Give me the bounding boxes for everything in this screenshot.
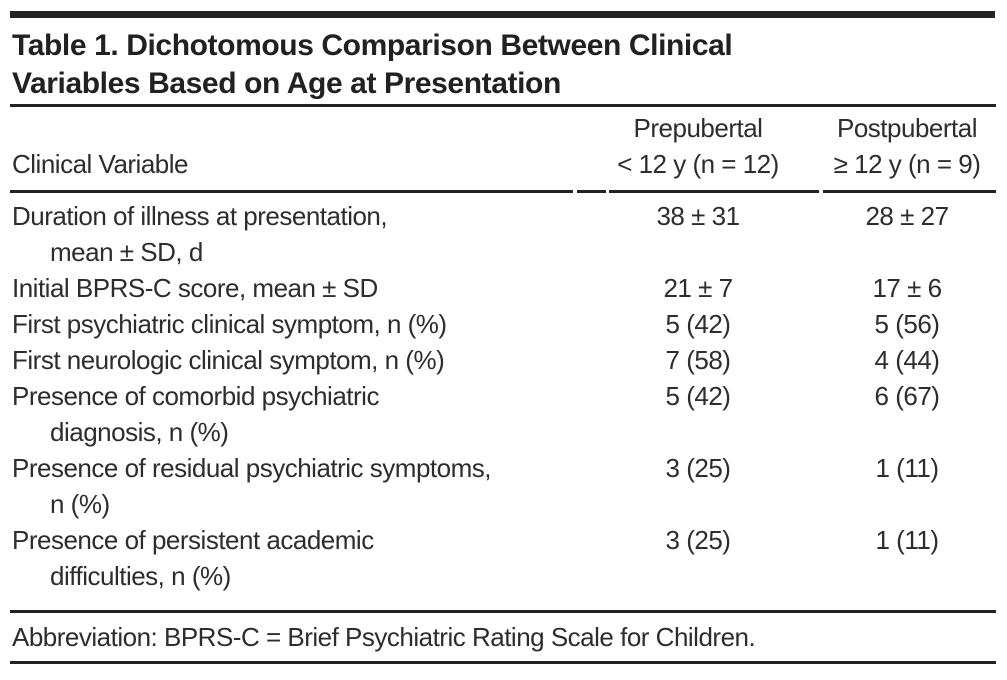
postpubertal-value: 28 ± 27 <box>865 201 949 231</box>
table-row: Presence of residual psychiatric symptom… <box>10 450 996 522</box>
row-label: Initial BPRS-C score, mean ± SD <box>12 273 378 303</box>
table-row: First psychiatric clinical symptom, n (%… <box>10 306 996 342</box>
column-header-prepubertal: Prepubertal < 12 y (n = 12) <box>578 110 818 182</box>
postpubertal-value: 6 (67) <box>874 381 940 411</box>
postpubertal-value: 17 ± 6 <box>872 273 942 303</box>
table-body: Duration of illness at presentation, mea… <box>10 193 996 610</box>
bottom-rule <box>10 661 996 664</box>
table-top-bar <box>10 11 995 18</box>
title-divider-rule <box>10 104 996 107</box>
postpubertal-value: 4 (44) <box>874 345 940 375</box>
column-header-prepubertal-line2: < 12 y (n = 12) <box>617 149 779 179</box>
prepubertal-value: 21 ± 7 <box>663 273 733 303</box>
table-header-row: Clinical Variable Prepubertal < 12 y (n … <box>10 107 996 190</box>
table-row: First neurologic clinical symptom, n (%)… <box>10 342 996 378</box>
table-title-line2: Variables Based on Age at Presentation <box>12 67 561 100</box>
column-header-prepubertal-line1: Prepubertal <box>633 113 763 143</box>
column-header-postpubertal: Postpubertal ≥ 12 y (n = 9) <box>818 110 996 182</box>
body-footnote-divider-rule <box>10 610 996 613</box>
table-title-line1: Table 1. Dichotomous Comparison Between … <box>12 29 733 62</box>
table-footnote: Abbreviation: BPRS-C = Brief Psychiatric… <box>12 622 756 652</box>
prepubertal-value: 5 (42) <box>665 309 731 339</box>
row-label: First neurologic clinical symptom, n (%) <box>12 345 445 375</box>
row-label: Presence of comorbid psychiatric diagnos… <box>12 381 379 447</box>
column-header-postpubertal-line1: Postpubertal <box>837 113 977 143</box>
postpubertal-value: 1 (11) <box>875 453 940 483</box>
table-row: Duration of illness at presentation, mea… <box>10 198 996 270</box>
table-row: Presence of comorbid psychiatric diagnos… <box>10 378 996 450</box>
row-label: Presence of persistent academic difficul… <box>12 525 374 591</box>
row-label: Duration of illness at presentation, mea… <box>12 201 388 267</box>
prepubertal-value: 5 (42) <box>665 381 731 411</box>
postpubertal-value: 1 (11) <box>875 525 940 555</box>
header-divider-rule <box>10 190 996 193</box>
prepubertal-value: 7 (58) <box>665 345 731 375</box>
prepubertal-value: 3 (25) <box>665 525 731 555</box>
column-header-clinical-variable: Clinical Variable <box>12 149 189 179</box>
row-label: First psychiatric clinical symptom, n (%… <box>12 309 447 339</box>
table-row: Initial BPRS-C score, mean ± SD 21 ± 7 1… <box>10 270 996 306</box>
postpubertal-value: 5 (56) <box>874 309 940 339</box>
table-row: Presence of persistent academic difficul… <box>10 522 996 594</box>
table-title: Table 1. Dichotomous Comparison Between … <box>10 18 996 104</box>
column-header-postpubertal-line2: ≥ 12 y (n = 9) <box>833 149 981 179</box>
prepubertal-value: 3 (25) <box>665 453 731 483</box>
prepubertal-value: 38 ± 31 <box>656 201 740 231</box>
row-label: Presence of residual psychiatric symptom… <box>12 453 491 519</box>
